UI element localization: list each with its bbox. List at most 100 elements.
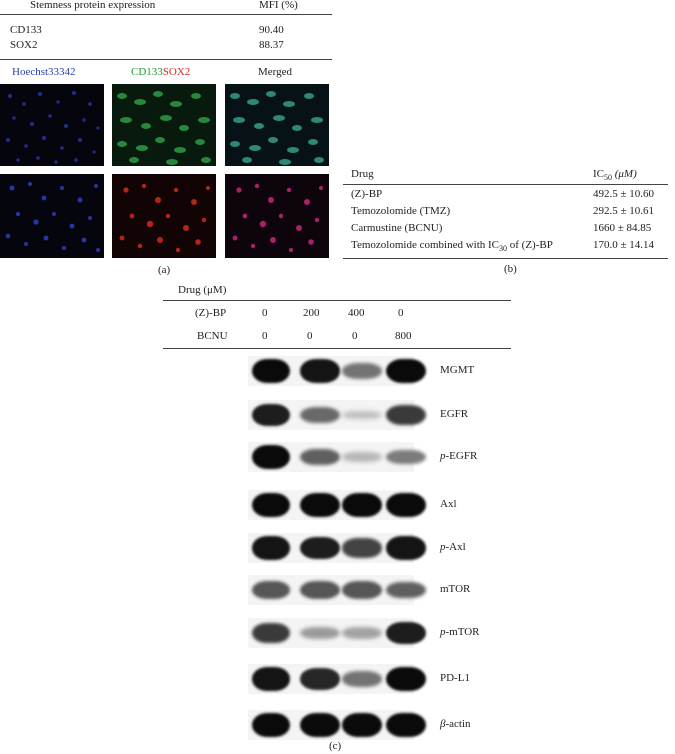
blot-band — [342, 671, 382, 687]
blot-label-text: -actin — [445, 718, 471, 730]
drug-zbp: (Z)-BP — [351, 188, 383, 200]
micrograph-merged-sox2 — [225, 174, 329, 258]
blot-band — [252, 581, 290, 599]
micrograph-cd133-green — [112, 84, 216, 166]
blot-label-prefix: p — [440, 541, 446, 553]
blot-strip — [248, 618, 426, 648]
condition-bcnu-label: BCNU — [197, 330, 228, 342]
blot-band — [252, 359, 290, 383]
blot-band — [252, 403, 290, 427]
micrograph-sox2-red — [112, 174, 216, 258]
table-bottom-rule — [0, 59, 332, 60]
blot-band — [252, 445, 290, 469]
drug-bcnu: Carmustine (BCNU) — [351, 222, 443, 234]
cells-red — [119, 183, 210, 253]
col-label-merged: Merged — [258, 66, 293, 78]
micrograph-merged-cd133 — [225, 84, 329, 166]
blot-band — [300, 493, 340, 517]
drug-combo: Temozolomide combined with IC30 of (Z)-B… — [351, 239, 553, 253]
col-label-hoechst: Hoechst33342 — [12, 66, 76, 78]
mfi-header: MFI (%) — [259, 0, 298, 11]
blot-strip — [248, 575, 426, 605]
combo-sub: 30 — [499, 244, 508, 254]
caption-c: (c) — [329, 740, 342, 752]
value-zbp: 492.5 ± 10.60 — [593, 188, 655, 200]
col-label-cd133-sox2: CD133SOX2 — [131, 66, 190, 78]
blot-band — [300, 359, 340, 383]
ic50-header-drug: Drug — [351, 168, 374, 180]
mfi-sox2: 88.37 — [259, 39, 284, 51]
blot-strip — [248, 533, 426, 563]
blot-band — [386, 405, 426, 425]
zbp-dose-3: 400 — [348, 307, 365, 319]
blot-band — [386, 713, 426, 737]
blot-band — [386, 581, 426, 599]
conditions-rule-top — [163, 300, 511, 301]
value-combo: 170.0 ± 14.14 — [593, 239, 655, 251]
blot-label-prefix: p — [440, 626, 446, 638]
blot-label: EGFR — [440, 408, 468, 420]
blot-label-text: -mTOR — [445, 626, 480, 638]
bcnu-dose-4: 800 — [395, 330, 412, 342]
blot-band — [300, 581, 340, 599]
ic-sub: 50 — [604, 173, 612, 183]
blot-label: p-mTOR — [440, 626, 480, 638]
blot-label: p-EGFR — [440, 450, 477, 462]
blot-label: PD-L1 — [440, 672, 470, 684]
drug-tmz: Temozolomide (TMZ) — [351, 205, 451, 217]
cells-merged-cyan — [230, 91, 324, 165]
blot-band — [386, 536, 426, 560]
bcnu-dose-2: 0 — [307, 330, 313, 342]
blot-band — [342, 713, 382, 737]
blot-label-text: MGMT — [440, 364, 475, 376]
bcnu-dose-3: 0 — [352, 330, 358, 342]
blot-label-prefix: p — [440, 450, 446, 462]
blot-band — [342, 538, 382, 558]
blot-band — [300, 407, 340, 423]
panel-c: Drug (μM) (Z)-BP 0 200 400 0 BCNU 0 0 0 … — [0, 280, 675, 754]
blot-strip — [248, 664, 426, 694]
blot-band — [342, 581, 382, 599]
blot-band — [252, 623, 290, 643]
blot-band — [252, 713, 290, 737]
cells-merged-magenta — [232, 183, 323, 253]
blot-band — [300, 713, 340, 737]
value-tmz: 292.5 ± 10.61 — [593, 205, 655, 217]
mfi-cd133: 90.40 — [259, 24, 284, 36]
blot-label-text: Axl — [440, 498, 457, 510]
panel-a: Stemness protein expression MFI (%) CD13… — [0, 0, 340, 276]
blot-strip — [248, 490, 426, 520]
blot-band — [342, 410, 382, 420]
ic-unit: (μM) — [614, 168, 637, 180]
ic50-rule-bottom — [343, 258, 668, 259]
blot-band — [342, 452, 382, 462]
cd133-label: CD133 — [131, 66, 163, 78]
blot-strip — [248, 400, 426, 430]
caption-b: (b) — [504, 263, 517, 275]
conditions-rule-bottom — [163, 348, 511, 349]
bcnu-dose-1: 0 — [262, 330, 268, 342]
cells-green — [117, 91, 211, 165]
zbp-dose-4: 0 — [398, 307, 404, 319]
micrograph-hoechst-sox2 — [0, 174, 104, 258]
blot-strip — [248, 356, 426, 386]
drug-umol-header: Drug (μM) — [178, 284, 226, 296]
blot-label-prefix: β — [440, 718, 446, 730]
nuclei-blue-dots-2 — [5, 182, 100, 252]
stemness-header: Stemness protein expression — [30, 0, 156, 11]
blot-band — [342, 627, 382, 639]
blot-band — [252, 536, 290, 560]
caption-a: (a) — [158, 264, 171, 276]
condition-zbp-label: (Z)-BP — [195, 307, 227, 319]
blot-band — [386, 667, 426, 691]
zbp-dose-2: 200 — [303, 307, 320, 319]
blot-band — [386, 621, 426, 645]
ic-prefix: IC — [593, 168, 604, 180]
blot-strip — [248, 710, 426, 740]
micrograph-hoechst-cd133 — [0, 84, 104, 166]
blot-band — [342, 363, 382, 379]
value-bcnu: 1660 ± 84.85 — [593, 222, 652, 234]
ic50-header: IC50 (μM) — [593, 168, 637, 182]
drug-umol-text: Drug (μM) — [178, 284, 227, 296]
panel-b: Drug IC50 (μM) (Z)-BP 492.5 ± 10.60 Temo… — [343, 162, 675, 277]
